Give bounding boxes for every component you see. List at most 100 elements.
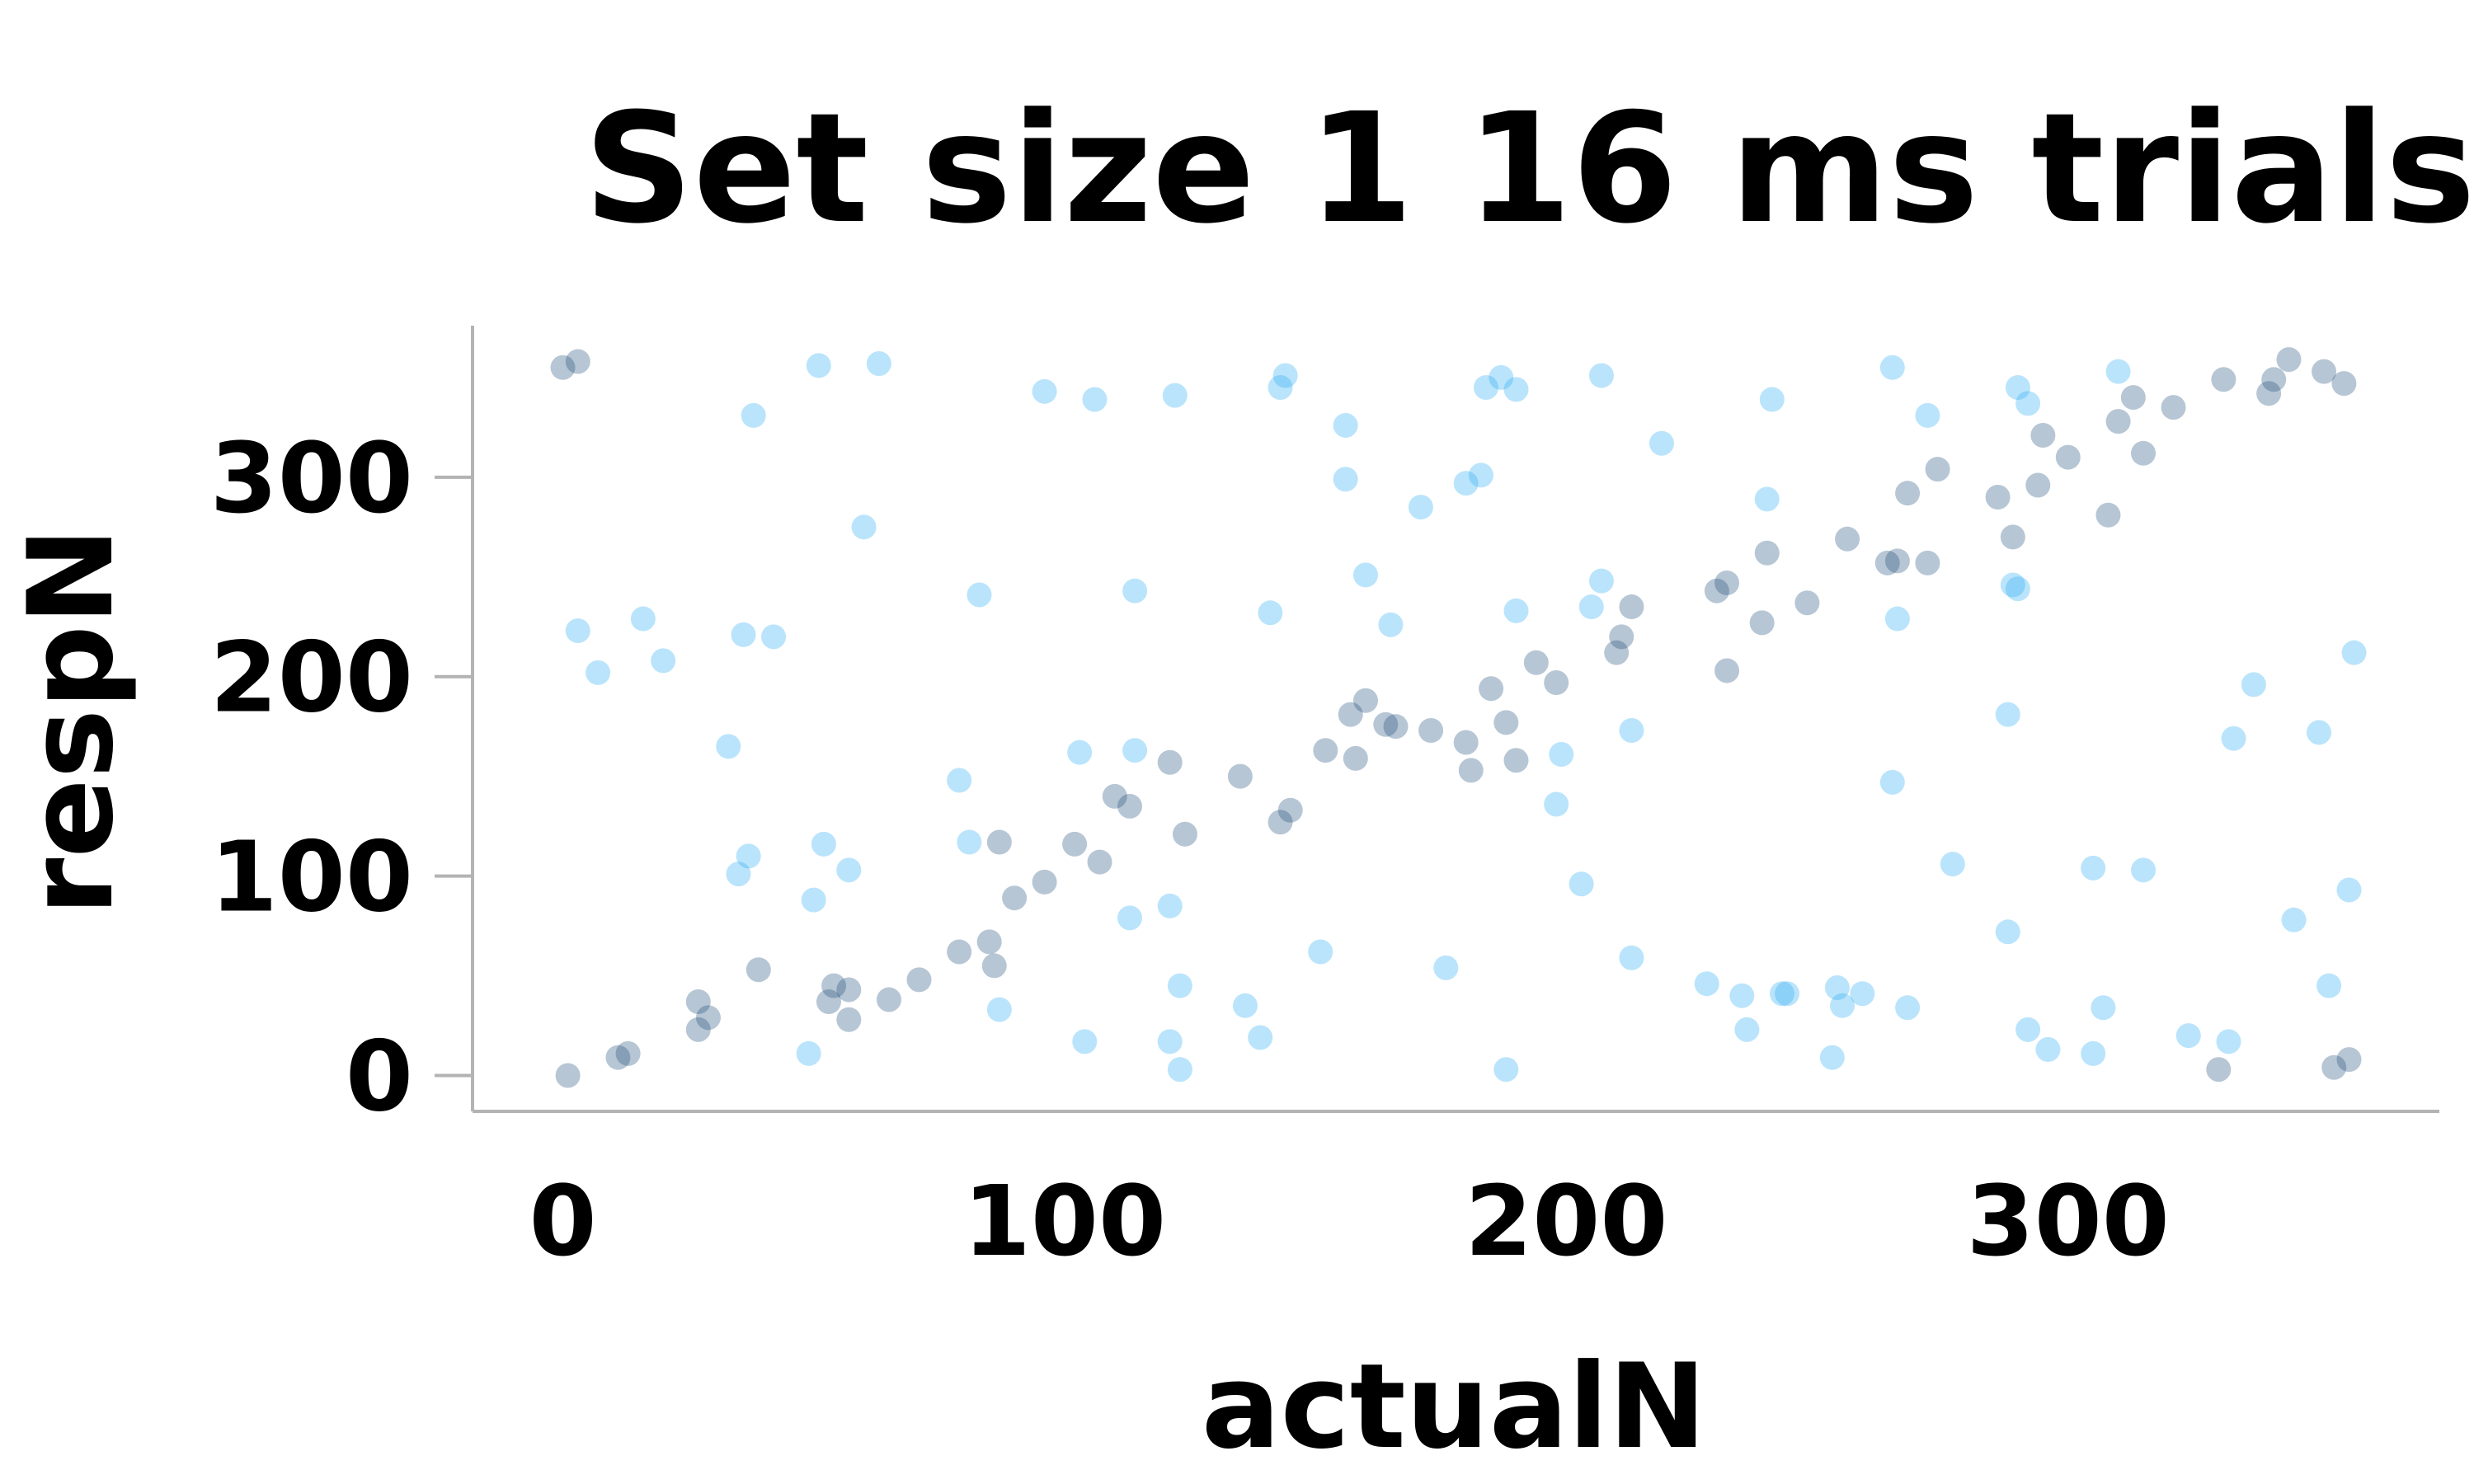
data-point	[836, 1007, 862, 1032]
data-point	[981, 953, 1007, 979]
data-point	[1062, 831, 1088, 857]
data-point	[2161, 395, 2186, 420]
data-point	[2105, 409, 2131, 434]
data-point	[1769, 981, 1794, 1007]
data-point	[2331, 371, 2357, 397]
data-point	[1995, 702, 2020, 727]
data-point	[2000, 524, 2025, 550]
data-point	[1578, 594, 1604, 620]
data-point	[1352, 688, 1378, 713]
data-point	[1227, 763, 1253, 789]
data-point	[1503, 377, 1529, 402]
data-point	[2281, 907, 2307, 932]
data-point	[2131, 857, 2157, 883]
y-tick-label: 300	[210, 421, 413, 535]
data-point	[1544, 669, 1569, 695]
y-axis-ticks: 0 100 200 300	[210, 421, 473, 1133]
data-point	[2035, 1037, 2061, 1063]
data-point	[1588, 568, 1614, 594]
data-point	[1714, 571, 1740, 596]
data-point	[2261, 367, 2287, 392]
data-point	[2091, 995, 2116, 1021]
data-point	[1453, 730, 1479, 755]
x-axis-ticks: 0 100 200 300	[529, 1164, 2169, 1278]
data-point	[1824, 975, 1850, 1001]
data-point	[2256, 381, 2282, 406]
data-point	[1704, 578, 1729, 603]
data-point	[1333, 467, 1358, 492]
data-point	[1775, 981, 1800, 1007]
data-point	[1474, 374, 1499, 400]
data-point	[630, 606, 656, 632]
data-point	[2025, 472, 2051, 498]
data-point	[1729, 983, 1755, 1008]
data-point	[2211, 367, 2236, 392]
data-point	[2055, 444, 2081, 470]
data-point	[1915, 402, 1940, 428]
data-point	[1418, 718, 1444, 744]
data-point	[1588, 363, 1614, 388]
data-point	[2095, 502, 2121, 528]
data-point	[811, 831, 836, 857]
data-point	[1408, 495, 1433, 520]
data-point	[2341, 640, 2367, 665]
data-point	[2005, 374, 2030, 400]
data-point	[1122, 738, 1148, 763]
data-point	[2005, 576, 2030, 602]
data-point	[745, 957, 771, 983]
data-point	[1157, 893, 1183, 918]
data-point	[2241, 672, 2266, 697]
data-point	[1157, 749, 1183, 775]
data-point	[816, 989, 841, 1014]
data-point	[1619, 718, 1644, 744]
data-point	[1714, 658, 1740, 683]
data-point	[1884, 606, 1910, 632]
data-point	[1915, 550, 1940, 575]
data-point	[1835, 526, 1860, 552]
data-point	[1002, 885, 1028, 911]
data-point	[1352, 562, 1378, 588]
data-point	[1884, 548, 1910, 574]
data-point	[967, 582, 992, 608]
data-point	[1479, 676, 1504, 702]
y-tick-label: 100	[210, 820, 413, 934]
data-point	[1754, 540, 1780, 566]
data-point	[1338, 702, 1363, 727]
data-point	[1082, 387, 1108, 412]
data-point	[1895, 481, 1921, 506]
data-point	[1458, 758, 1484, 783]
data-point	[806, 353, 831, 378]
data-point	[1383, 714, 1409, 740]
data-point	[2312, 359, 2337, 384]
data-point	[761, 624, 787, 650]
data-point	[1544, 791, 1569, 817]
data-point	[2316, 973, 2342, 998]
chart-title: Set size 1 16 ms trials	[584, 81, 2474, 257]
y-tick-label: 0	[346, 1019, 413, 1133]
data-point	[1749, 610, 1775, 636]
data-point	[1995, 919, 2020, 945]
data-point	[1343, 745, 1368, 771]
data-point	[1122, 578, 1148, 603]
data-point	[1172, 821, 1197, 847]
data-point	[1874, 550, 1900, 575]
data-point	[1523, 650, 1549, 675]
data-point	[876, 987, 901, 1012]
data-point	[550, 355, 576, 380]
data-point	[1313, 738, 1338, 763]
data-point	[1794, 590, 1820, 616]
data-point	[1895, 995, 1921, 1021]
data-point	[605, 1045, 631, 1070]
data-point	[1925, 457, 1950, 482]
data-point	[1819, 1045, 1845, 1070]
data-point	[1268, 374, 1293, 400]
data-point	[1087, 849, 1112, 875]
data-point	[2175, 1023, 2201, 1049]
data-point	[1117, 793, 1143, 819]
data-point	[1985, 485, 2011, 510]
data-point	[1940, 852, 1965, 877]
data-point	[801, 887, 826, 913]
data-point	[2321, 1054, 2347, 1080]
data-point	[2105, 359, 2131, 384]
data-points	[550, 347, 2367, 1088]
